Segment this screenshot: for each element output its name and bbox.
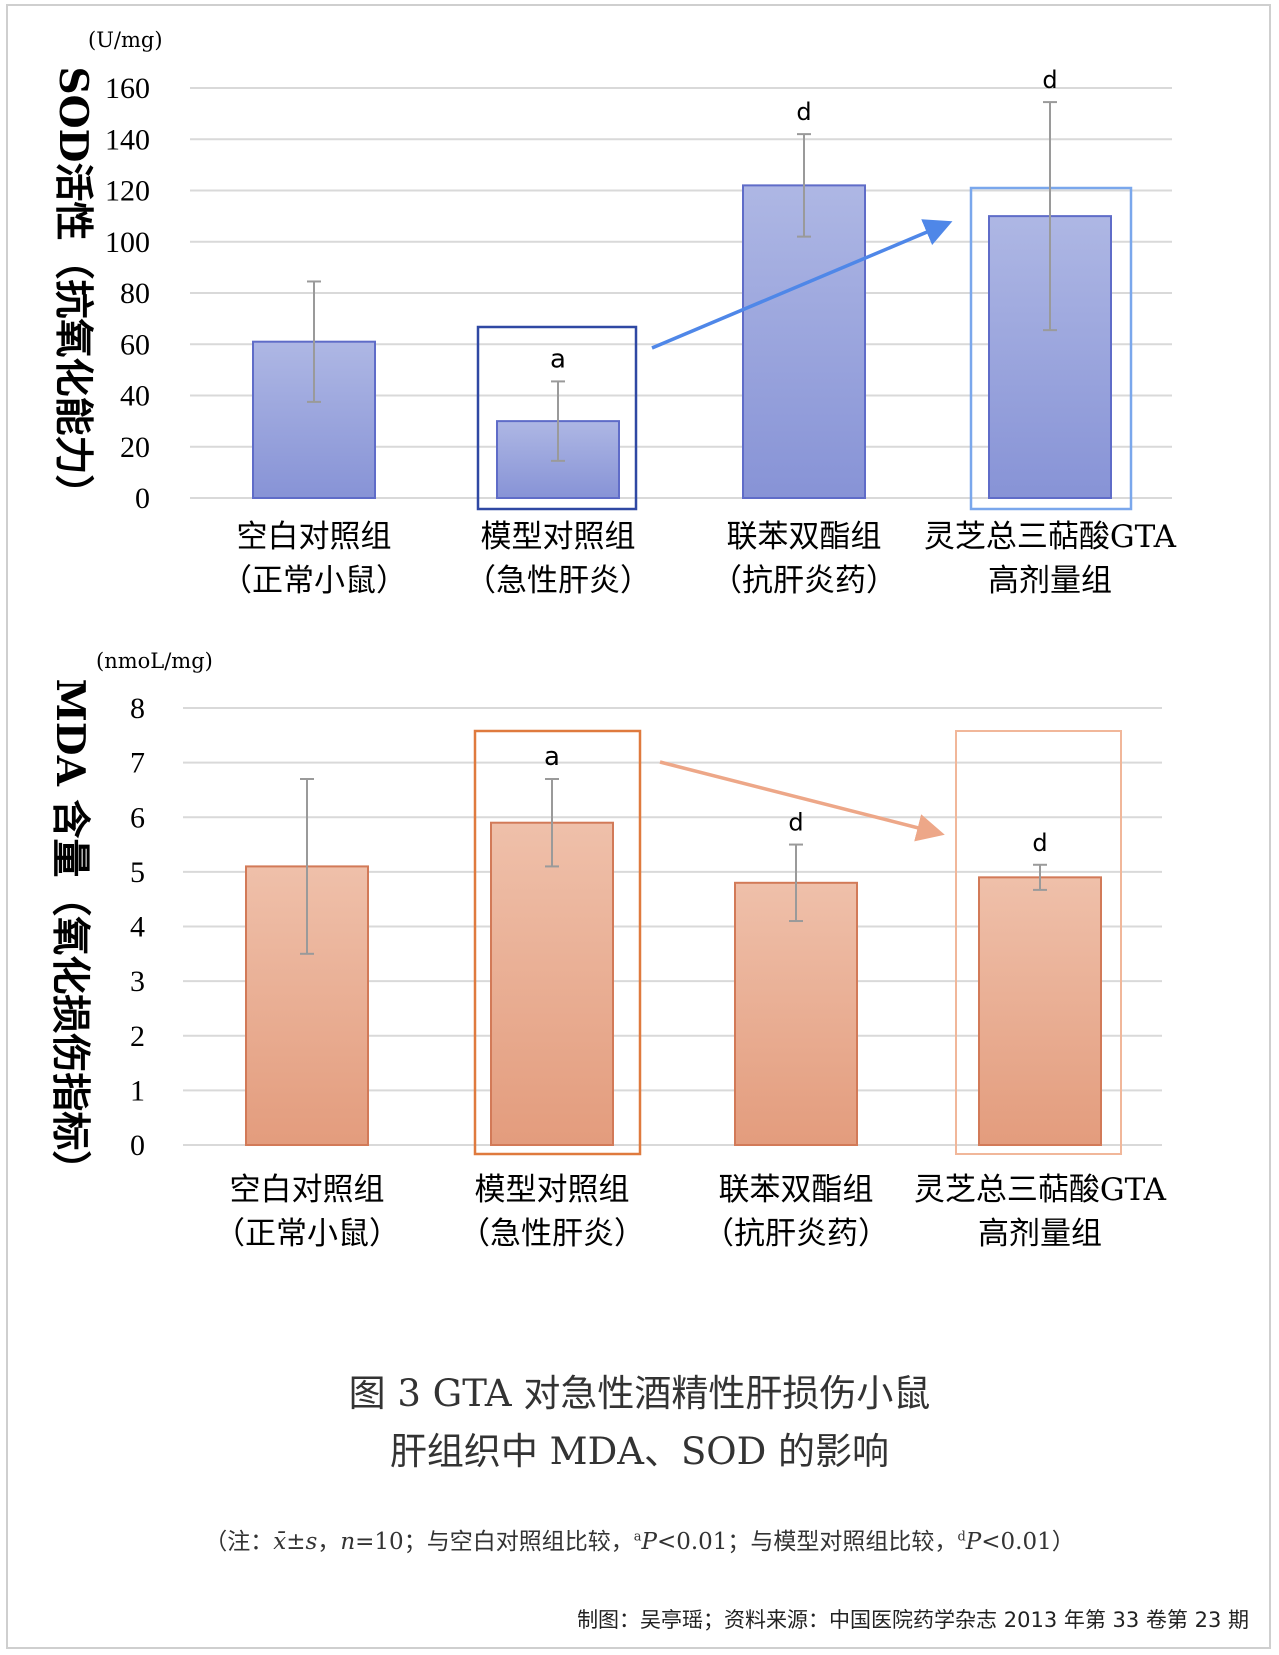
mda-category-label: 联苯双酯组 xyxy=(719,1172,874,1208)
sod-y-tick-label: 0 xyxy=(135,482,150,515)
mda-significance-mark: d xyxy=(788,809,803,837)
sod-category-sublabel: （正常小鼠） xyxy=(221,563,407,599)
figure-note: （注：x̄±s，n=10；与空白对照组比较，aP<0.01；与模型对照组比较，d… xyxy=(0,1522,1279,1556)
sod-y-tick-label: 60 xyxy=(120,328,150,361)
sod-highlight-box-model xyxy=(476,325,638,511)
note-n-symbol: n xyxy=(340,1529,356,1555)
mda-y-tick-label: 1 xyxy=(130,1074,145,1107)
note-sd-symbol: s xyxy=(305,1529,318,1555)
sod-significance-mark: d xyxy=(796,98,811,126)
sod-significance-mark: a xyxy=(550,344,566,374)
note-plus-minus: ± xyxy=(286,1529,306,1555)
mda-bar-chart: (nmoL/mg) 0 1 2 3 4 5 6 7 8 MDA 含量（氧化损伤指标） 空白对照组 （正常… xyxy=(47,649,1167,1252)
note-sup-a: a xyxy=(633,1529,642,1545)
note-p-symbol-1: P xyxy=(641,1529,657,1555)
mda-highlight-box-model xyxy=(473,729,642,1156)
sod-category-sublabel: （抗肝炎药） xyxy=(711,563,897,599)
mda-significance-mark: d xyxy=(1032,829,1047,857)
note-p-threshold-1: <0.01；与模型对照组比较， xyxy=(656,1529,958,1555)
sod-bar-chart: (U/mg) 0 20 40 60 80 100 120 140 160 SOD活性（抗氧化能力） 空… xyxy=(50,28,1177,599)
mda-significance-mark: a xyxy=(544,742,560,772)
sod-y-tick-label: 120 xyxy=(105,175,150,208)
sod-category-sublabel: 高剂量组 xyxy=(988,563,1112,599)
sod-category-label: 联苯双酯组 xyxy=(727,519,882,555)
mda-category-sublabel: （急性肝炎） xyxy=(459,1216,645,1252)
note-open: （注： xyxy=(204,1529,274,1555)
sod-y-tick-label: 40 xyxy=(120,380,150,413)
mda-y-tick-label: 2 xyxy=(130,1020,145,1053)
sod-significance-mark: d xyxy=(1042,66,1057,94)
mda-highlight-box-gta xyxy=(955,730,1122,1155)
mda-bar xyxy=(734,881,858,1147)
sod-category-label: 模型对照组 xyxy=(481,519,636,555)
mda-y-tick-label: 8 xyxy=(130,692,145,725)
sod-category-sublabel: （急性肝炎） xyxy=(465,563,651,599)
mda-category-label: 灵芝总三萜酸GTA xyxy=(914,1172,1167,1208)
sod-trend-arrow xyxy=(651,219,953,350)
sod-category-label: 灵芝总三萜酸GTA xyxy=(924,519,1177,555)
mda-y-axis-title: MDA 含量（氧化损伤指标） xyxy=(47,679,93,1190)
caption-line-2: 肝组织中 MDA、SOD 的影响 xyxy=(389,1430,890,1473)
sod-y-tick-label: 140 xyxy=(105,123,150,156)
mda-y-tick-label: 5 xyxy=(130,856,145,889)
mda-y-tick-label: 4 xyxy=(130,911,145,944)
sod-y-tick-label: 20 xyxy=(120,431,150,464)
note-p-symbol-2: P xyxy=(965,1529,982,1555)
sod-y-tick-label: 80 xyxy=(120,277,150,310)
figure-caption: 图 3 GTA 对急性酒精性肝损伤小鼠 肝组织中 MDA、SOD 的影响 xyxy=(0,1365,1279,1481)
mda-category-sublabel: 高剂量组 xyxy=(978,1216,1102,1252)
mda-category-sublabel: （正常小鼠） xyxy=(214,1216,400,1252)
note-comma: ， xyxy=(317,1529,341,1555)
note-mean-symbol: x̄ xyxy=(273,1529,287,1555)
mda-trend-arrow xyxy=(659,760,945,842)
mda-y-tick-label: 3 xyxy=(130,965,145,998)
note-p-threshold-2: <0.01） xyxy=(981,1529,1075,1555)
sod-category-label: 空白对照组 xyxy=(237,519,392,555)
mda-category-label: 模型对照组 xyxy=(475,1172,630,1208)
caption-line-1: 图 3 GTA 对急性酒精性肝损伤小鼠 xyxy=(348,1372,931,1415)
page-frame xyxy=(6,4,1271,1649)
sod-y-axis-title: SOD活性（抗氧化能力） xyxy=(50,67,96,514)
mda-y-tick-label: 0 xyxy=(130,1129,145,1162)
mda-bar xyxy=(490,821,614,1146)
note-n-value: =10；与空白对照组比较， xyxy=(355,1529,634,1555)
mda-category-label: 空白对照组 xyxy=(230,1172,385,1208)
mda-y-tick-label: 6 xyxy=(130,801,145,834)
source-credit: 制图：吴亭瑶；资料来源：中国医院药学杂志 2013 年第 33 卷第 23 期 xyxy=(577,1608,1249,1632)
note-sup-d: d xyxy=(957,1529,966,1545)
mda-unit-label: (nmoL/mg) xyxy=(96,649,213,673)
sod-y-tick-label: 100 xyxy=(105,226,150,259)
sod-unit-label: (U/mg) xyxy=(88,28,163,52)
mda-bar xyxy=(978,876,1102,1146)
mda-category-sublabel: （抗肝炎药） xyxy=(703,1216,889,1252)
mda-y-tick-label: 7 xyxy=(130,747,145,780)
sod-y-tick-label: 160 xyxy=(105,72,150,105)
